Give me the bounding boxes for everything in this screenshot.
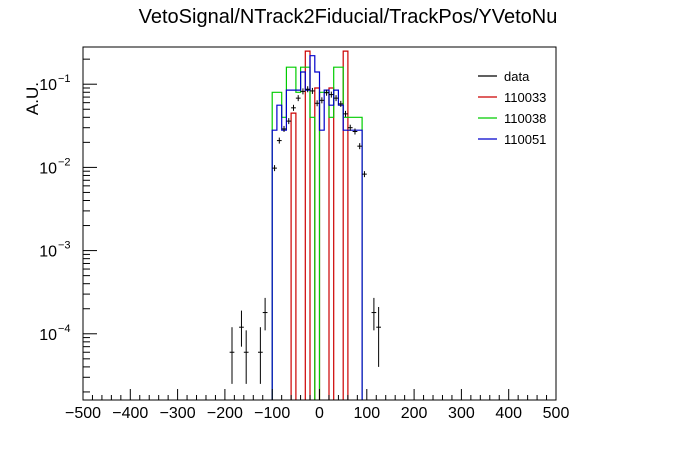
x-tick-label: 500 bbox=[543, 405, 570, 422]
legend-entry-110033: 110033 bbox=[478, 90, 546, 105]
data-point bbox=[300, 88, 306, 95]
x-tick-label: 200 bbox=[401, 405, 428, 422]
y-tick-exponent: −3 bbox=[58, 240, 71, 252]
data-point bbox=[362, 171, 367, 178]
legend-label: 110051 bbox=[504, 132, 546, 147]
data-point bbox=[333, 95, 339, 102]
data-point bbox=[357, 143, 363, 150]
data-point bbox=[328, 91, 334, 98]
x-tick-label: −300 bbox=[160, 405, 196, 422]
legend-label: 110033 bbox=[504, 90, 546, 105]
data-point bbox=[258, 327, 263, 384]
legend-label: data bbox=[504, 69, 530, 84]
data-point bbox=[295, 95, 301, 102]
legend-entry-data: data bbox=[478, 69, 530, 84]
y-tick-label: 10 bbox=[39, 160, 57, 177]
data-point bbox=[305, 86, 311, 93]
data-point bbox=[229, 327, 235, 384]
y-tick-exponent: −1 bbox=[58, 73, 71, 85]
x-tick-label: −100 bbox=[254, 405, 290, 422]
chart-title: VetoSignal/NTrack2Fiducial/TrackPos/YVet… bbox=[139, 6, 558, 28]
legend-entry-110051: 110051 bbox=[478, 132, 546, 147]
data-point bbox=[347, 124, 353, 131]
data-point bbox=[310, 87, 315, 94]
x-tick-label: 300 bbox=[448, 405, 475, 422]
x-tick-label: −400 bbox=[112, 405, 148, 422]
data-point bbox=[291, 104, 296, 111]
legend: data 110033 110038 110051 bbox=[478, 69, 546, 147]
legend-entry-110038: 110038 bbox=[478, 111, 546, 126]
y-axis-label: A.U. bbox=[23, 82, 42, 115]
data-point bbox=[286, 118, 292, 125]
series-data bbox=[229, 86, 381, 384]
data-point bbox=[276, 137, 282, 144]
data-point bbox=[338, 100, 344, 107]
y-tick-exponent: −4 bbox=[58, 323, 71, 335]
data-point bbox=[239, 310, 244, 347]
x-tick-label: −200 bbox=[207, 405, 243, 422]
y-tick-exponent: −2 bbox=[58, 156, 71, 168]
data-point bbox=[352, 128, 358, 135]
data-point bbox=[324, 89, 329, 96]
data-point bbox=[376, 306, 381, 367]
series-110033-line bbox=[290, 50, 349, 400]
data-point bbox=[272, 165, 277, 172]
y-tick-label: 10 bbox=[39, 244, 57, 261]
series-layer bbox=[229, 50, 381, 400]
x-tick-label: −500 bbox=[65, 405, 101, 422]
data-point bbox=[343, 110, 348, 117]
legend-label: 110038 bbox=[504, 111, 546, 126]
y-tick-label: 10 bbox=[39, 327, 57, 344]
series-110033 bbox=[290, 50, 349, 400]
data-point bbox=[281, 125, 287, 132]
x-tick-label: 400 bbox=[495, 405, 522, 422]
x-tick-label: 0 bbox=[315, 405, 324, 422]
data-point bbox=[262, 297, 268, 331]
data-point bbox=[371, 297, 377, 331]
data-point bbox=[243, 330, 249, 384]
x-tick-label: 100 bbox=[353, 405, 380, 422]
data-point bbox=[314, 100, 320, 107]
data-point bbox=[319, 97, 325, 104]
y-tick-label: 10 bbox=[39, 77, 57, 94]
